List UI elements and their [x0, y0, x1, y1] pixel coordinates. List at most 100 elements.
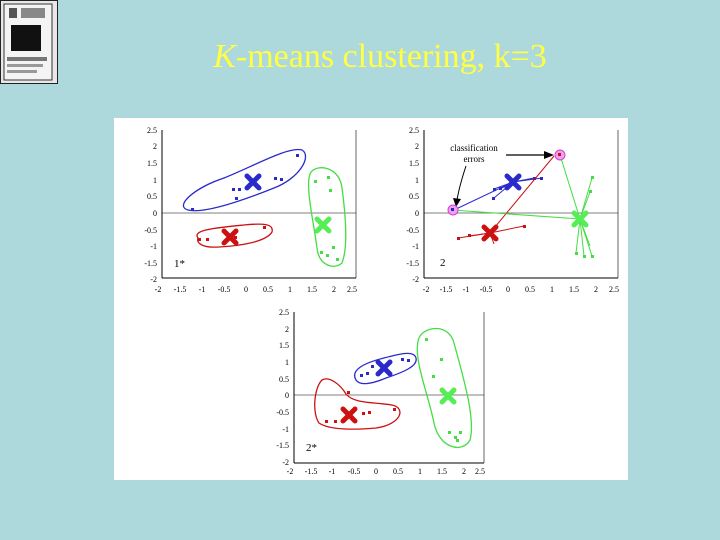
- centroid-blue: [375, 359, 393, 377]
- tick: -1.5: [406, 259, 419, 268]
- tick: 2.5: [409, 126, 419, 135]
- tick: -0.5: [348, 467, 361, 476]
- tick: -1.5: [440, 285, 453, 294]
- centroid-blue: [244, 173, 262, 191]
- tick: 0.5: [525, 285, 535, 294]
- centroid-red: [221, 228, 239, 246]
- plot-2star: 2.5 2 1.5 1 0.5 0 -0.5 -1 -1.5 -2 -2 -1.…: [276, 308, 485, 476]
- tick: -2: [412, 275, 419, 284]
- tick: -0.5: [406, 226, 419, 235]
- cluster-outline-red: [314, 378, 401, 430]
- centroid-green: [571, 210, 589, 228]
- title-rest: -means clustering, k=3: [235, 38, 547, 75]
- misclassified-points: [447, 149, 566, 216]
- tick: 0: [374, 467, 378, 476]
- tick: 1: [288, 285, 292, 294]
- tick: 1: [418, 467, 422, 476]
- tick: 0.5: [147, 192, 157, 201]
- kmeans-figure-svg: 2.5 2 1.5 1 0.5 0 -0.5 -1 -1.5 -2 -2 -1.…: [144, 126, 619, 476]
- assignment-lines-blue: [453, 177, 543, 211]
- tick: 1.5: [569, 285, 579, 294]
- annotation-arrowhead: [453, 198, 461, 207]
- centroid-blue: [504, 173, 522, 191]
- plot-2: 2.5 2 1.5 1 0.5 0 -0.5 -1 -1.5 -2 -2 -1.…: [406, 126, 619, 294]
- tick: -1: [150, 242, 157, 251]
- kmeans-figure: 2.5 2 1.5 1 0.5 0 -0.5 -1 -1.5 -2 -2 -1.…: [114, 118, 628, 480]
- tick: -1.5: [276, 441, 289, 450]
- tick: -2: [155, 285, 162, 294]
- assignment-lines-red: [457, 155, 555, 245]
- tick: 0.5: [409, 192, 419, 201]
- plot-label: 1*: [174, 258, 185, 270]
- tick: 0: [153, 209, 157, 218]
- tick: 2.5: [475, 467, 485, 476]
- tick: 2: [285, 325, 289, 334]
- cluster-points-red: [198, 226, 266, 241]
- tick: 1: [415, 176, 419, 185]
- slide-thumbnail: [0, 0, 58, 84]
- tick: 0.5: [393, 467, 403, 476]
- centroid-green: [314, 216, 332, 234]
- cluster-points-red: [325, 391, 396, 423]
- assignment-lines-green: [451, 154, 593, 257]
- tick: 2: [594, 285, 598, 294]
- tick: -2: [150, 275, 157, 284]
- plot-label: 2: [440, 257, 446, 269]
- tick: -1.5: [174, 285, 187, 294]
- tick: -1: [282, 425, 289, 434]
- tick: 2: [332, 285, 336, 294]
- annotation-arrow: [456, 165, 467, 201]
- tick: -0.5: [144, 226, 157, 235]
- tick: 0: [244, 285, 248, 294]
- cluster-outline-blue: [354, 352, 417, 385]
- tick: 1: [550, 285, 554, 294]
- cluster-points-blue: [492, 177, 543, 200]
- tick: -1: [463, 285, 470, 294]
- centroid-green: [439, 387, 457, 405]
- tick: 2: [462, 467, 466, 476]
- sd-card-icon: [3, 3, 53, 81]
- plot-1star: 2.5 2 1.5 1 0.5 0 -0.5 -1 -1.5 -2 -2 -1.…: [144, 126, 357, 294]
- tick: 1.5: [437, 467, 447, 476]
- tick: 1.5: [307, 285, 317, 294]
- tick: 0: [285, 391, 289, 400]
- tick: 2: [415, 142, 419, 151]
- tick: 0: [415, 209, 419, 218]
- annotation-arrowhead: [544, 151, 554, 159]
- centroid-red: [481, 224, 499, 242]
- tick: -0.5: [480, 285, 493, 294]
- tick: 2.5: [279, 308, 289, 317]
- tick: 0: [506, 285, 510, 294]
- tick: 2.5: [609, 285, 619, 294]
- cluster-points-blue: [191, 154, 299, 211]
- tick: 1.5: [409, 159, 419, 168]
- tick: 2.5: [347, 285, 357, 294]
- tick: -1.5: [144, 259, 157, 268]
- tick: 1: [285, 358, 289, 367]
- tick: -0.5: [276, 408, 289, 417]
- plot-label: 2*: [306, 442, 317, 454]
- tick: 1.5: [147, 159, 157, 168]
- tick: -1: [329, 467, 336, 476]
- cluster-outline-green: [416, 327, 473, 449]
- cluster-outline-blue: [182, 148, 307, 212]
- centroid-red: [340, 406, 358, 424]
- tick: 2.5: [147, 126, 157, 135]
- tick: 1.5: [279, 341, 289, 350]
- tick: -1: [412, 242, 419, 251]
- tick: -2: [287, 467, 294, 476]
- tick: -2: [423, 285, 430, 294]
- cluster-points-green: [425, 338, 462, 442]
- tick: 0.5: [263, 285, 273, 294]
- title-italic-k: K: [213, 38, 236, 75]
- cluster-points-blue: [360, 358, 410, 377]
- tick: 0.5: [279, 375, 289, 384]
- annotation-line1: classification: [450, 143, 498, 153]
- cluster-points-green: [575, 176, 594, 258]
- slide-title: K-means clustering, k=3: [0, 38, 720, 76]
- cluster-outline-red: [196, 223, 273, 248]
- annotation-line2: errors: [464, 154, 485, 164]
- cluster-points-red: [457, 225, 526, 240]
- tick: -1.5: [305, 467, 318, 476]
- tick: 1: [153, 176, 157, 185]
